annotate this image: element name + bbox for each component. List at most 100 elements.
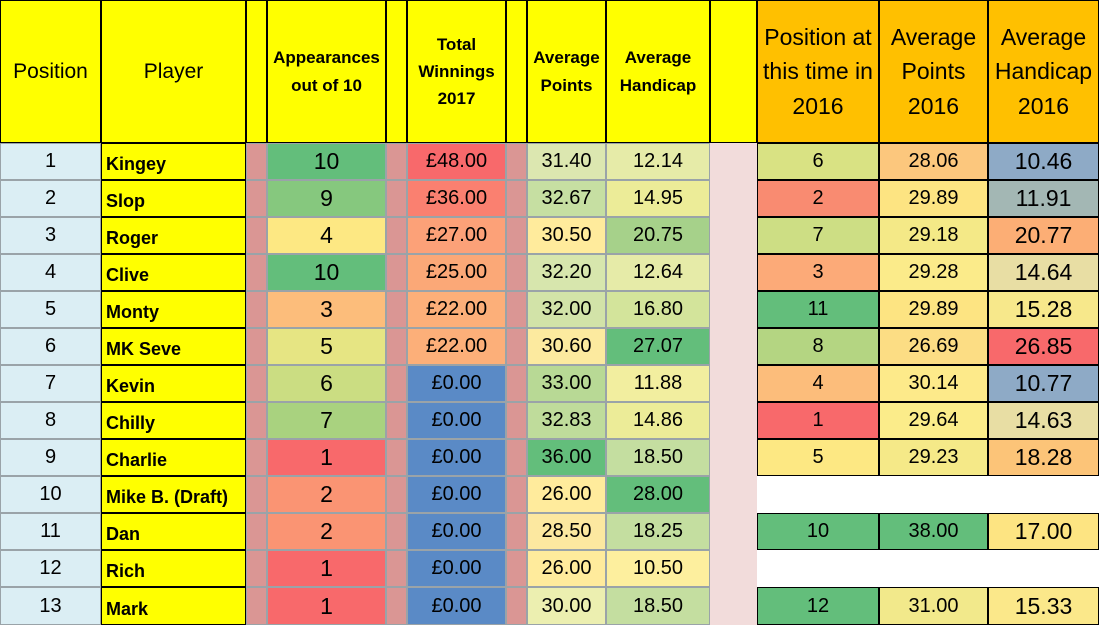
cell-winnings[interactable]: £0.00 xyxy=(407,402,506,439)
cell-average-handicap-2016[interactable]: 18.28 xyxy=(988,439,1099,476)
cell-player[interactable]: Charlie xyxy=(101,439,246,476)
cell-average-handicap-2016[interactable]: 14.63 xyxy=(988,402,1099,439)
cell-position-2016[interactable]: 2 xyxy=(757,180,879,217)
header-separator-4[interactable] xyxy=(710,0,757,143)
cell-average-handicap-2016[interactable] xyxy=(988,476,1099,513)
cell-average-handicap[interactable]: 16.80 xyxy=(606,291,710,328)
cell-average-points[interactable]: 26.00 xyxy=(527,550,606,587)
cell-winnings[interactable]: £0.00 xyxy=(407,365,506,402)
cell-average-handicap[interactable]: 11.88 xyxy=(606,365,710,402)
separator-cell[interactable] xyxy=(246,291,267,328)
cell-position[interactable]: 10 xyxy=(0,476,101,513)
cell-average-handicap-2016[interactable]: 15.28 xyxy=(988,291,1099,328)
separator-cell[interactable] xyxy=(246,439,267,476)
separator-cell[interactable] xyxy=(506,143,527,180)
separator-cell[interactable] xyxy=(386,180,407,217)
cell-appearances[interactable]: 10 xyxy=(267,143,386,180)
cell-position-2016[interactable] xyxy=(757,550,879,587)
cell-winnings[interactable]: £0.00 xyxy=(407,476,506,513)
cell-winnings[interactable]: £0.00 xyxy=(407,550,506,587)
separator-cell[interactable] xyxy=(386,476,407,513)
cell-average-handicap-2016[interactable]: 15.33 xyxy=(988,587,1099,625)
separator-cell[interactable] xyxy=(386,513,407,550)
cell-position[interactable]: 11 xyxy=(0,513,101,550)
header-appearances[interactable]: Appearances out of 10 xyxy=(267,0,386,143)
cell-position-2016[interactable]: 6 xyxy=(757,143,879,180)
cell-average-handicap-2016[interactable]: 17.00 xyxy=(988,513,1099,550)
separator-cell[interactable] xyxy=(386,439,407,476)
separator-cell[interactable] xyxy=(246,587,267,625)
cell-average-points[interactable]: 32.20 xyxy=(527,254,606,291)
cell-player[interactable]: Mike B. (Draft) xyxy=(101,476,246,513)
cell-average-points[interactable]: 32.67 xyxy=(527,180,606,217)
cell-average-points-2016[interactable] xyxy=(879,550,988,587)
cell-position-2016[interactable] xyxy=(757,476,879,513)
separator-cell[interactable] xyxy=(710,476,757,513)
cell-position[interactable]: 4 xyxy=(0,254,101,291)
header-average-handicap[interactable]: Average Handicap xyxy=(606,0,710,143)
header-separator-1[interactable] xyxy=(246,0,267,143)
cell-player[interactable]: Rich xyxy=(101,550,246,587)
cell-position-2016[interactable]: 5 xyxy=(757,439,879,476)
cell-average-points-2016[interactable]: 30.14 xyxy=(879,365,988,402)
cell-average-points[interactable]: 33.00 xyxy=(527,365,606,402)
cell-winnings[interactable]: £27.00 xyxy=(407,217,506,254)
cell-average-handicap-2016[interactable]: 10.77 xyxy=(988,365,1099,402)
separator-cell[interactable] xyxy=(386,143,407,180)
cell-appearances[interactable]: 3 xyxy=(267,291,386,328)
separator-cell[interactable] xyxy=(710,328,757,365)
cell-average-points[interactable]: 30.50 xyxy=(527,217,606,254)
separator-cell[interactable] xyxy=(506,439,527,476)
header-position-2016[interactable]: Position at this time in 2016 xyxy=(757,0,879,143)
separator-cell[interactable] xyxy=(506,217,527,254)
separator-cell[interactable] xyxy=(710,254,757,291)
separator-cell[interactable] xyxy=(386,217,407,254)
cell-winnings[interactable]: £25.00 xyxy=(407,254,506,291)
separator-cell[interactable] xyxy=(246,254,267,291)
separator-cell[interactable] xyxy=(710,587,757,625)
cell-average-points[interactable]: 36.00 xyxy=(527,439,606,476)
cell-winnings[interactable]: £36.00 xyxy=(407,180,506,217)
cell-average-handicap[interactable]: 18.50 xyxy=(606,439,710,476)
separator-cell[interactable] xyxy=(710,180,757,217)
cell-player[interactable]: Clive xyxy=(101,254,246,291)
header-average-points-2016[interactable]: Average Points 2016 xyxy=(879,0,988,143)
cell-average-handicap-2016[interactable] xyxy=(988,550,1099,587)
cell-average-points[interactable]: 26.00 xyxy=(527,476,606,513)
cell-average-points[interactable]: 28.50 xyxy=(527,513,606,550)
separator-cell[interactable] xyxy=(246,476,267,513)
cell-position[interactable]: 2 xyxy=(0,180,101,217)
cell-average-handicap[interactable]: 12.14 xyxy=(606,143,710,180)
cell-average-handicap-2016[interactable]: 10.46 xyxy=(988,143,1099,180)
cell-average-points-2016[interactable]: 29.18 xyxy=(879,217,988,254)
header-player[interactable]: Player xyxy=(101,0,246,143)
separator-cell[interactable] xyxy=(710,513,757,550)
separator-cell[interactable] xyxy=(506,291,527,328)
separator-cell[interactable] xyxy=(506,587,527,625)
cell-average-points[interactable]: 32.83 xyxy=(527,402,606,439)
cell-position-2016[interactable]: 1 xyxy=(757,402,879,439)
cell-average-handicap[interactable]: 14.95 xyxy=(606,180,710,217)
cell-position[interactable]: 3 xyxy=(0,217,101,254)
cell-player[interactable]: Kingey xyxy=(101,143,246,180)
separator-cell[interactable] xyxy=(710,365,757,402)
separator-cell[interactable] xyxy=(710,402,757,439)
cell-winnings[interactable]: £22.00 xyxy=(407,328,506,365)
separator-cell[interactable] xyxy=(506,365,527,402)
separator-cell[interactable] xyxy=(386,365,407,402)
cell-winnings[interactable]: £0.00 xyxy=(407,513,506,550)
separator-cell[interactable] xyxy=(246,550,267,587)
cell-appearances[interactable]: 2 xyxy=(267,513,386,550)
cell-position[interactable]: 9 xyxy=(0,439,101,476)
separator-cell[interactable] xyxy=(506,476,527,513)
cell-appearances[interactable]: 2 xyxy=(267,476,386,513)
cell-average-points-2016[interactable]: 29.89 xyxy=(879,291,988,328)
separator-cell[interactable] xyxy=(710,550,757,587)
cell-average-handicap[interactable]: 27.07 xyxy=(606,328,710,365)
cell-player[interactable]: MK Seve xyxy=(101,328,246,365)
cell-average-handicap[interactable]: 20.75 xyxy=(606,217,710,254)
cell-position[interactable]: 1 xyxy=(0,143,101,180)
cell-average-handicap-2016[interactable]: 14.64 xyxy=(988,254,1099,291)
cell-average-handicap[interactable]: 10.50 xyxy=(606,550,710,587)
cell-appearances[interactable]: 10 xyxy=(267,254,386,291)
